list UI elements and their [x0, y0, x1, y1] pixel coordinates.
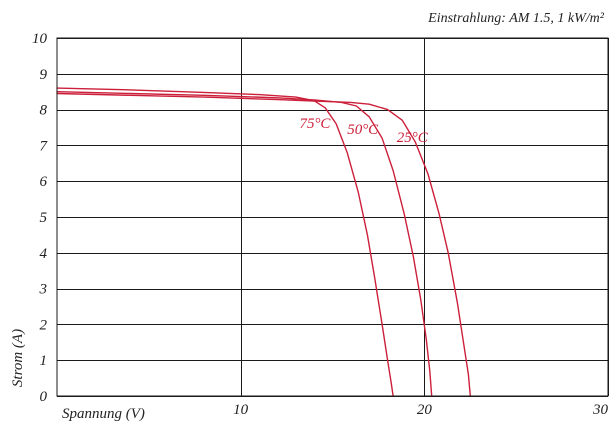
y-axis-label: Strom (A) [10, 329, 26, 387]
series-group [56, 87, 471, 397]
y-tick-label: 6 [40, 174, 48, 190]
curve-label-75c: 75°C [299, 116, 331, 132]
tick-labels: 0 1 2 3 4 5 6 7 8 9 10 10 20 30 [32, 31, 609, 418]
x-tick-label: 10 [233, 402, 249, 418]
x-tick-label: 30 [592, 402, 609, 418]
y-tick-label: 3 [39, 282, 48, 298]
y-tick-label: 0 [40, 389, 48, 405]
curve-label-50c: 50°C [347, 122, 379, 138]
curve-label-25c: 25°C [397, 130, 429, 146]
x-tick-label: 20 [417, 402, 433, 418]
y-tick-label: 5 [40, 210, 48, 226]
curve-labels: 25°C 50°C 75°C [299, 116, 428, 146]
plot-frame [56, 37, 609, 397]
series-line-75c [56, 87, 394, 397]
x-axis-label: Spannung (V) [62, 406, 145, 422]
chart-annotation: Einstrahlung: AM 1.5, 1 kW/m² [427, 11, 605, 26]
y-tick-label: 4 [40, 246, 48, 262]
y-tick-label: 10 [32, 31, 48, 47]
y-tick-label: 7 [40, 138, 49, 154]
series-line-50c [56, 91, 433, 397]
y-tick-label: 1 [40, 353, 48, 369]
y-tick-label: 9 [40, 67, 48, 83]
grid [57, 38, 609, 397]
series-line-25c [56, 92, 471, 397]
y-tick-label: 2 [40, 317, 48, 333]
y-tick-label: 8 [40, 103, 48, 119]
